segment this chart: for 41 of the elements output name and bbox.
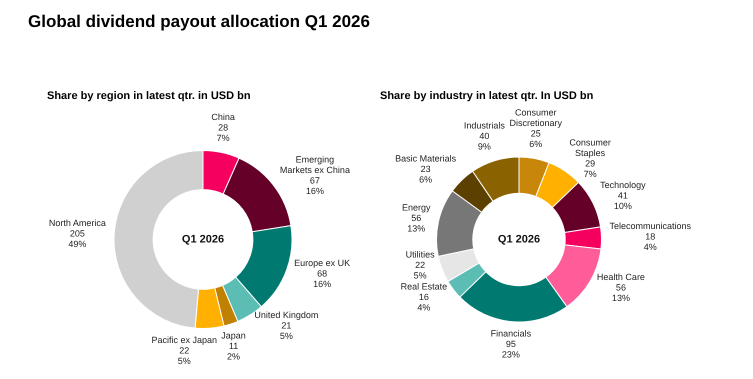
slice-label: Utilities <box>406 250 436 260</box>
data-label: 56 13% <box>612 282 630 303</box>
data-label: 29 7% <box>584 158 597 179</box>
slice-label: Financials <box>490 328 532 339</box>
data-label: 18 4% <box>644 231 657 252</box>
data-label: 21 5% <box>280 320 293 342</box>
slice-label: Health Care <box>596 272 645 282</box>
slice-label: Energy <box>402 202 432 212</box>
data-label: 22 5% <box>178 346 191 366</box>
slice-label: Consumer Discretionary <box>510 108 563 128</box>
data-label: 22 5% <box>414 260 427 281</box>
text: Q1 2026 <box>498 234 540 246</box>
slice-label: Europe ex UK <box>294 258 350 268</box>
text: Q1 2026 <box>182 234 224 246</box>
slice-label: Technology <box>600 180 646 190</box>
data-label: 23 6% <box>419 164 432 184</box>
data-label: 205 49% <box>68 228 86 250</box>
slice-label: Industrials <box>464 120 506 130</box>
data-label: 25 6% <box>529 128 542 150</box>
slice-label: Real Estate <box>400 281 448 292</box>
slice-label: Emerging Markets ex China <box>280 154 350 176</box>
slice-label: North America <box>48 218 106 228</box>
data-label: 28 7% <box>216 122 230 144</box>
slice-label: Japan <box>221 330 246 341</box>
slice-label: China <box>211 112 235 122</box>
data-label: 40 9% <box>478 130 491 152</box>
chart-subtitle: Share by region in latest qtr. in USD bn <box>47 90 251 102</box>
data-label: 67 16% <box>306 176 324 196</box>
chart-title: Global dividend payout allocation Q1 2026 <box>28 12 370 32</box>
slice-label: Consumer Staples <box>569 137 611 158</box>
slice-label: Pacific ex Japan <box>151 335 217 346</box>
data-label: 41 10% <box>614 190 632 211</box>
data-label: 11 2% <box>227 341 240 362</box>
data-label: 16 4% <box>417 292 430 312</box>
slice-label: Basic Materials <box>395 153 457 164</box>
slice-label: United Kingdom <box>254 310 318 320</box>
chart-subtitle: Share by industry in latest qtr. In USD bn <box>380 90 594 102</box>
data-label: 95 23% <box>502 339 520 360</box>
data-label: 68 16% <box>313 268 332 290</box>
slice-label: Telecommunications <box>609 220 692 231</box>
data-label: 56 13% <box>407 212 426 234</box>
